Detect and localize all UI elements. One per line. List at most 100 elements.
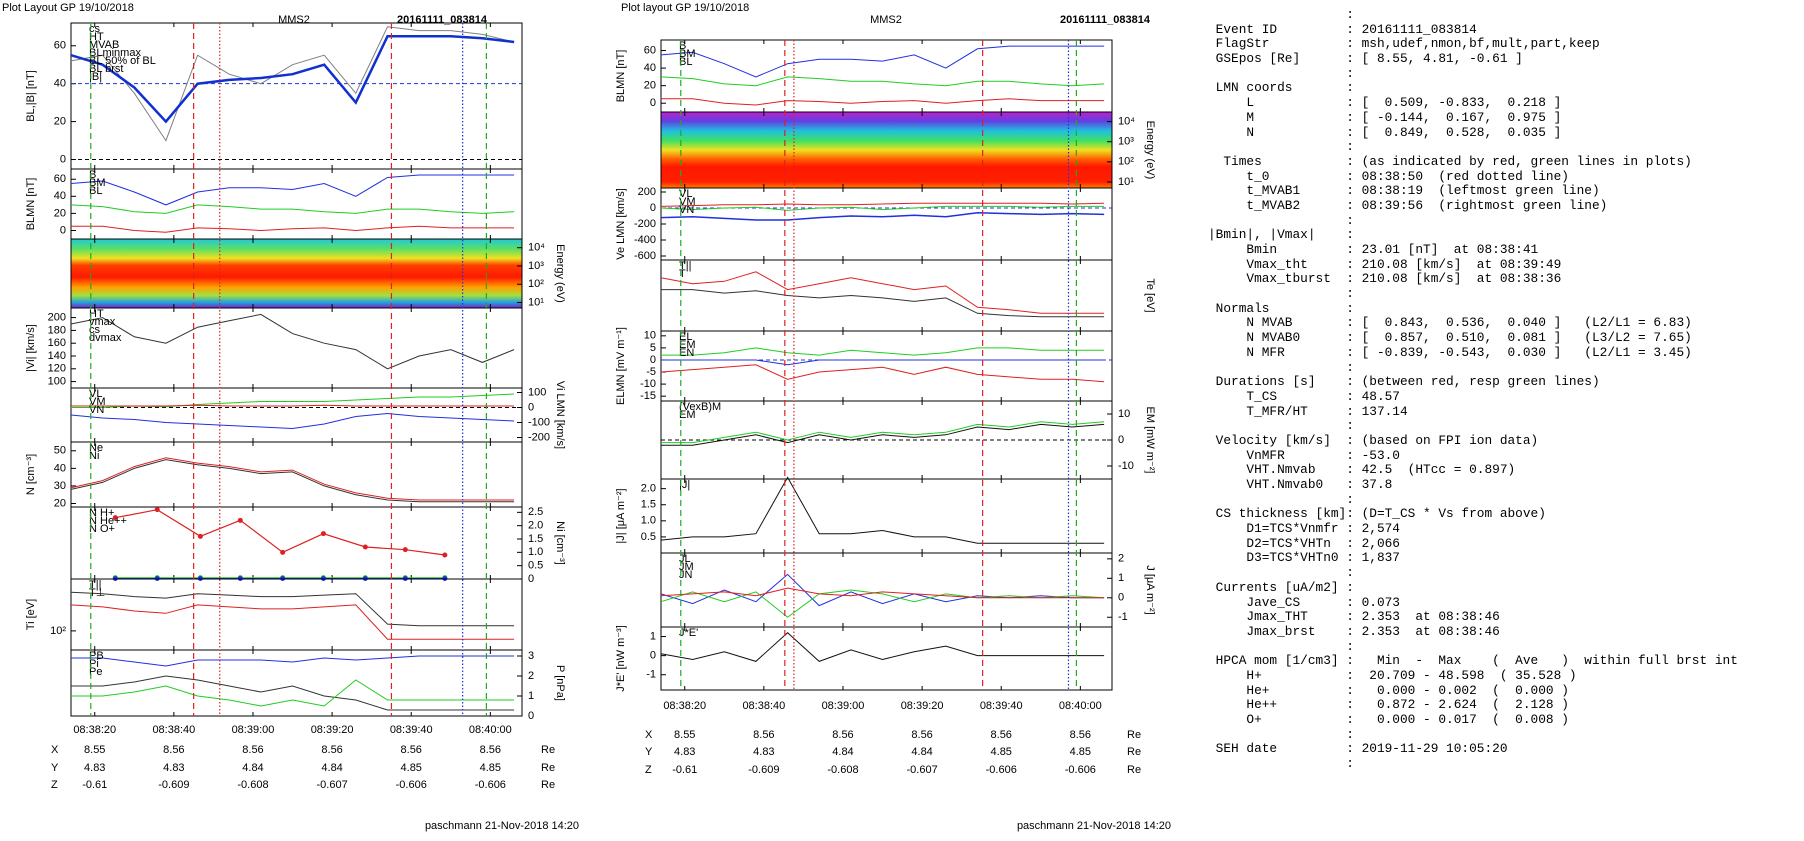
probe-title: MMS2 xyxy=(278,14,310,26)
y-tick-label: 180 xyxy=(48,324,66,336)
position-value: 4.85 xyxy=(480,762,501,774)
summary-line: D3=TCS*VHTn0 : 1,837 xyxy=(1208,550,1400,566)
summary-line: : xyxy=(1208,65,1354,81)
position-row-name: X xyxy=(51,744,59,756)
legend-label: Pi xyxy=(89,658,99,670)
legend-label: vmax xyxy=(89,316,116,328)
panel-frame xyxy=(70,387,523,443)
position-value: -0.609 xyxy=(158,779,189,791)
summary-line: : xyxy=(1208,359,1354,375)
position-row-name: Y xyxy=(645,746,653,758)
y-tick-label: 0 xyxy=(1118,434,1124,446)
y-tick-label: 0.5 xyxy=(528,560,543,572)
summary-line: Bmin : 23.01 [nT] at 08:38:41 xyxy=(1208,242,1539,257)
y-tick-label: 10³ xyxy=(528,260,544,272)
data-point xyxy=(280,549,286,555)
position-value: 4.84 xyxy=(242,762,263,774)
y-tick-label: 10⁴ xyxy=(1118,116,1135,128)
legend-label: EM xyxy=(679,409,696,421)
position-value: 8.55 xyxy=(84,744,105,756)
data-line xyxy=(661,421,1105,444)
y-tick-label: 1 xyxy=(528,690,534,702)
y-axis-label: Energy (eV) xyxy=(1144,121,1156,180)
position-value: -0.608 xyxy=(827,764,858,776)
legend-label: N O+ xyxy=(89,523,115,535)
y-axis-label: Te [eV] xyxy=(1144,278,1156,312)
summary-line: Event ID : 20161111_083814 xyxy=(1208,21,1477,37)
y-tick-label: 0 xyxy=(650,97,656,109)
y-axis-label: EM [mW m⁻²] xyxy=(1144,407,1156,474)
legend-label: BL xyxy=(679,56,692,68)
data-point xyxy=(442,575,448,581)
legend-label: PB xyxy=(89,650,104,662)
data-line xyxy=(71,679,515,707)
data-point xyxy=(402,575,408,581)
data-point xyxy=(402,547,408,553)
data-point xyxy=(197,533,203,539)
y-tick-label: 10 xyxy=(644,330,656,342)
data-line xyxy=(660,212,1105,221)
position-value: -0.607 xyxy=(317,779,348,791)
summary-line: |Bmin|, |Vmax| : xyxy=(1208,227,1354,243)
position-row-name: X xyxy=(645,729,653,741)
legend-label: Pe xyxy=(89,666,102,678)
y-tick-label: 0.5 xyxy=(641,531,656,543)
position-value: 8.56 xyxy=(242,744,263,756)
y-tick-label: 1 xyxy=(1118,572,1124,584)
summary-line: VHT.Nmvab : 42.5 (HTcc = 0.897) xyxy=(1208,462,1516,478)
event-title: 20161111_083814 xyxy=(397,14,488,26)
y-axis-label: N [cm⁻³] xyxy=(25,454,37,495)
data-line xyxy=(70,604,515,640)
position-value: -0.606 xyxy=(475,779,506,791)
panel-frame xyxy=(660,259,1113,332)
y-tick-label: 10³ xyxy=(1118,136,1134,148)
y-tick-label: -15 xyxy=(640,390,656,402)
summary-line: : xyxy=(1208,418,1354,434)
summary-line: t_0 : 08:38:50 (red dotted line) xyxy=(1208,168,1569,184)
position-value: 8.56 xyxy=(401,744,422,756)
data-line xyxy=(70,412,515,430)
position-unit: Re xyxy=(1127,746,1141,758)
y-tick-label: 10⁴ xyxy=(528,242,545,254)
data-line xyxy=(70,459,515,503)
y-tick-label: 20 xyxy=(54,116,66,128)
x-tick-label: 08:39:40 xyxy=(390,724,433,736)
y-tick-label: 0 xyxy=(650,202,656,214)
y-tick-label: 3 xyxy=(528,650,534,662)
summary-line: Currents [uA/m2] : xyxy=(1208,579,1354,595)
summary-line: L : [ 0.509, -0.833, 0.218 ] xyxy=(1208,95,1562,111)
summary-line: : xyxy=(1208,565,1354,581)
data-line xyxy=(660,45,1105,78)
data-line xyxy=(660,573,1105,607)
y-tick-label: 2.0 xyxy=(528,520,543,532)
summary-line: t_MVAB2 : 08:39:56 (rightmost green line… xyxy=(1208,197,1608,213)
position-value: 8.56 xyxy=(991,729,1012,741)
data-point xyxy=(442,552,448,558)
summary-line: T_MFR/HT : 137.14 xyxy=(1208,403,1408,419)
data-line xyxy=(661,359,1105,366)
summary-line: D1=TCS*Vnmfr : 2,574 xyxy=(1208,521,1400,537)
y-tick-label: 10² xyxy=(528,278,544,290)
summary-line: : xyxy=(1208,212,1354,228)
position-row-name: Y xyxy=(51,762,59,774)
legend-label: B xyxy=(89,169,96,181)
position-value: -0.61 xyxy=(82,779,107,791)
data-point xyxy=(237,575,243,581)
summary-line: N : [ 0.849, 0.528, 0.035 ] xyxy=(1208,124,1562,140)
position-value: -0.61 xyxy=(672,764,697,776)
data-line xyxy=(660,476,1105,544)
legend-label: |B| xyxy=(89,71,102,83)
y-axis-label: Ni [cm⁻³] xyxy=(554,521,566,565)
position-unit: Re xyxy=(541,744,555,756)
data-line xyxy=(661,98,1105,106)
summary-line: : xyxy=(1208,726,1354,742)
summary-line: CS thickness [km]: (D=T_CS * Vs from abo… xyxy=(1208,506,1546,522)
data-line xyxy=(70,26,515,142)
summary-line: Jmax_THT : 2.353 at 08:38:46 xyxy=(1208,609,1500,625)
y-tick-label: 100 xyxy=(528,386,546,398)
data-point xyxy=(237,517,243,523)
legend-label: BM xyxy=(679,48,696,60)
legend-label: T|| xyxy=(679,260,691,272)
data-point xyxy=(362,575,368,581)
summary-line: t_MVAB1 : 08:38:19 (leftmost green line) xyxy=(1208,183,1600,199)
